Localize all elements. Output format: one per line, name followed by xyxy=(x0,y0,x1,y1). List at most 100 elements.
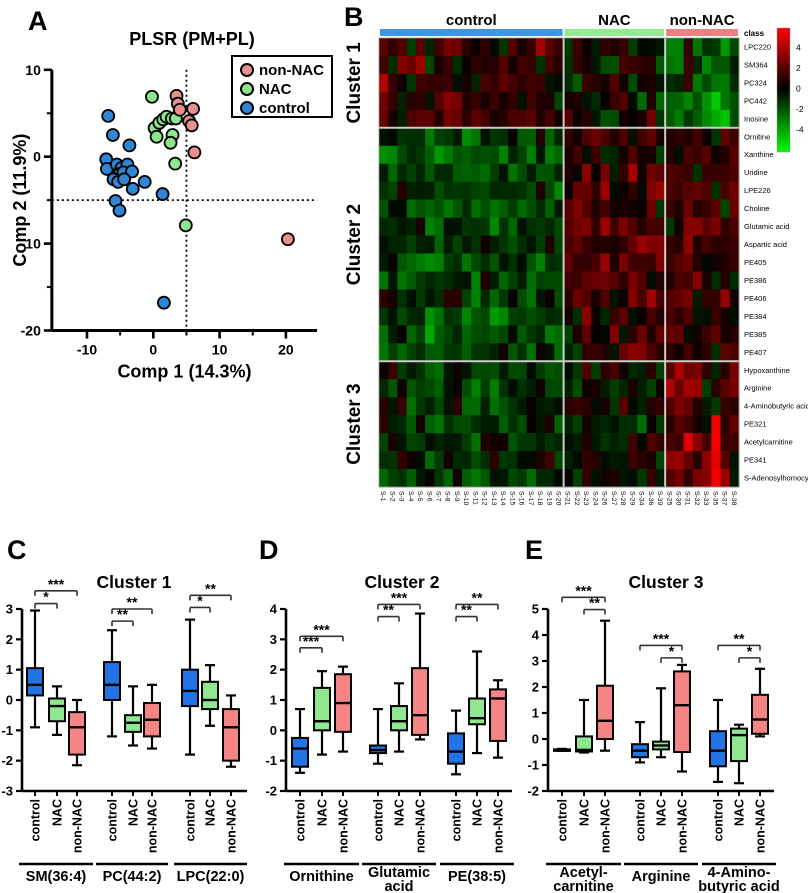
heatmap-col-label: S-9 xyxy=(453,491,460,502)
series-non-NAC xyxy=(169,88,295,247)
box-group-3: control NAC non-NAC xyxy=(181,618,240,853)
y-tick-label: -20 xyxy=(21,323,41,339)
heatmap-col-label: S-5 xyxy=(416,491,423,502)
x-tick-label: 0 xyxy=(149,342,157,358)
scatter-point xyxy=(187,145,202,160)
heatmap-group-label-control: control xyxy=(446,12,497,29)
scatter-point xyxy=(149,129,164,144)
box-group-2: control NAC non-NAC xyxy=(631,663,691,853)
sig-bracket: *** xyxy=(299,621,344,642)
y-axis-label: Comp 2 (11.9%) xyxy=(10,134,30,267)
heatmap-row-label: PE384 xyxy=(744,312,767,321)
sig-label: ** xyxy=(205,580,216,596)
scatter-point xyxy=(163,135,178,150)
group-label: Glutamic acid xyxy=(368,865,430,893)
group-footer: Arginine xyxy=(624,862,698,885)
sig-bracket: ** xyxy=(189,580,232,601)
y-tick-label: 2 xyxy=(270,662,277,677)
heatmap-col-label: S-3 xyxy=(398,491,405,502)
heatmap-col-label: S-34 xyxy=(638,491,645,506)
box-control xyxy=(447,732,465,765)
sig-bracket: * xyxy=(660,643,683,663)
category-label: non-NAC xyxy=(146,799,160,853)
group-footer: Glutamic acid xyxy=(362,862,436,893)
sig-bracket: *** xyxy=(377,589,421,610)
sig-bracket: ** xyxy=(583,595,606,615)
y-tick-label: 2 xyxy=(6,632,13,647)
legend-label: non-NAC xyxy=(259,62,324,79)
heatmap-row-label: Uridine xyxy=(744,168,768,177)
y-tick-label: -2 xyxy=(265,784,277,799)
sig-label: ** xyxy=(383,602,394,618)
sig-bracket: ** xyxy=(377,602,400,622)
category-label: NAC xyxy=(316,799,330,826)
sig-label: * xyxy=(669,643,675,659)
sig-label: * xyxy=(197,592,203,608)
boxplot-title: Cluster 2 xyxy=(365,572,440,592)
y-tick-label: -3 xyxy=(1,784,13,799)
x-tick-label: 20 xyxy=(278,342,294,358)
sig-label: *** xyxy=(575,582,592,598)
y-tick-label: 4 xyxy=(270,602,278,617)
box-group-2: control NAC non-NAC xyxy=(369,612,429,853)
legend-label: control xyxy=(259,100,310,117)
box-NAC xyxy=(575,735,593,753)
axes: 4 3 2 1 0 -1 -2 xyxy=(265,602,512,799)
class-bar-label: class xyxy=(744,29,765,38)
legend-box: non-NAC NAC control xyxy=(231,55,333,118)
group-footer: Ornithine xyxy=(284,862,359,885)
panel-c-label: C xyxy=(7,535,27,565)
sig-bracket: ** xyxy=(717,630,761,651)
sig-label: ** xyxy=(589,595,600,611)
plsr-scatter-plot: PLSR (PM+PL) 10 0 -10 -20 -10 0 10 20 Comp 1 (14.… xyxy=(10,29,333,382)
category-label: control xyxy=(372,799,386,841)
heatmap-col-label: S-14 xyxy=(499,491,506,506)
class-bar-segment xyxy=(564,29,665,36)
box-NAC xyxy=(313,686,331,732)
box-group-2: control NAC non-NAC xyxy=(103,629,161,853)
heatmap-row-label: Glutamic acid xyxy=(744,222,789,231)
scatter-point xyxy=(122,138,137,153)
heatmap-col-label: S-29 xyxy=(628,491,635,506)
metabolite-heatmap: control NAC non-NAC class LPC220 SM364 PC324 PC… xyxy=(344,12,808,506)
box-non-NAC xyxy=(596,684,614,740)
sig-label: ** xyxy=(461,602,472,618)
y-tick-label: -1 xyxy=(1,723,13,738)
group-label: SM(36:4) xyxy=(26,869,87,885)
scatter-point xyxy=(172,102,187,117)
y-tick-label: -1 xyxy=(265,753,277,768)
category-label: control xyxy=(634,799,648,841)
cluster-label: Cluster 2 xyxy=(344,204,365,285)
panel-a-label: A xyxy=(28,6,48,36)
panel-a-title: PLSR (PM+PL) xyxy=(129,29,255,49)
sig-bracket: ** xyxy=(111,594,153,614)
group-label: PE(38:5) xyxy=(448,869,506,885)
sig-label: *** xyxy=(653,630,670,646)
x-tick-label: 10 xyxy=(212,342,228,358)
legend-marker-non-NAC xyxy=(240,63,254,77)
y-tick-label: 10 xyxy=(25,62,41,78)
box-group-1: control NAC non-NAC xyxy=(553,619,614,853)
group-footer: SM(36:4) xyxy=(19,862,93,885)
scatter-point xyxy=(178,218,193,233)
sig-label: ** xyxy=(127,594,138,610)
heatmap-col-label: S-36 xyxy=(647,491,654,506)
heatmap-row-label: PE407 xyxy=(744,348,767,357)
sig-bracket: * xyxy=(34,589,58,609)
y-tick-label: -1 xyxy=(527,758,539,773)
heatmap-col-label: S-39 xyxy=(656,491,663,506)
heatmap-col-label: S-2 xyxy=(388,491,395,502)
box-NAC xyxy=(468,697,486,726)
heatmap-col-labels: S-1 S-2 S-3 S-4 S-5 S-6 S-7 S-8 S-9 S-10 S-11 S-12 S… xyxy=(379,491,737,506)
sig-bracket: ** xyxy=(455,589,499,610)
x-axis-label: Comp 1 (14.3%) xyxy=(117,362,251,382)
box-non-NAC xyxy=(751,693,769,735)
cluster-labels: Cluster 1 Cluster 2 Cluster 3 xyxy=(344,42,365,465)
axes: 10 0 -10 -20 -10 0 10 20 xyxy=(21,62,318,358)
colorbar-tick-label: -2 xyxy=(796,104,804,114)
category-label: control xyxy=(294,799,308,841)
scatter-point xyxy=(280,232,295,247)
